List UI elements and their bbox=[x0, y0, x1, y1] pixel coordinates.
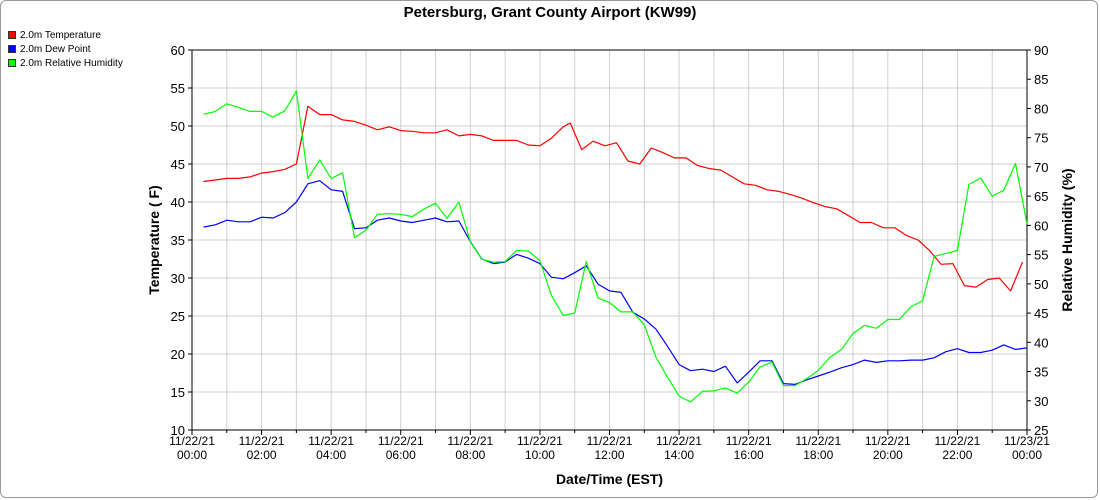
legend-swatch-temperature bbox=[8, 31, 16, 39]
legend-label-relative-humidity: 2.0m Relative Humidity bbox=[20, 57, 123, 69]
right-axis-tick-label: 45 bbox=[1034, 306, 1048, 321]
x-axis-tick-label-time: 12:00 bbox=[594, 448, 624, 462]
right-axis-tick-label: 50 bbox=[1034, 277, 1048, 292]
right-axis-tick-label: 35 bbox=[1034, 365, 1048, 380]
x-axis-tick-label-date: 11/22/21 bbox=[239, 434, 285, 448]
left-axis-tick-label: 20 bbox=[171, 347, 185, 362]
x-axis-tick-label-time: 18:00 bbox=[803, 448, 833, 462]
chart-title: Petersburg, Grant County Airport (KW99) bbox=[403, 4, 697, 21]
x-axis-tick-label-time: 16:00 bbox=[734, 448, 764, 462]
x-axis-tick-label-time: 00:00 bbox=[1012, 448, 1042, 462]
left-axis-tick-label: 55 bbox=[171, 81, 185, 96]
x-axis-tick-label-time: 14:00 bbox=[664, 448, 694, 462]
x-axis-tick-label-date: 11/22/21 bbox=[378, 434, 424, 448]
x-axis-tick-label-time: 02:00 bbox=[247, 448, 277, 462]
right-axis-tick-label: 60 bbox=[1034, 218, 1048, 233]
left-axis-tick-label: 30 bbox=[171, 271, 185, 286]
x-axis-tick-label-date: 11/22/21 bbox=[656, 434, 702, 448]
x-axis-tick-label-date: 11/22/21 bbox=[308, 434, 354, 448]
left-axis-tick-label: 50 bbox=[171, 119, 185, 134]
legend-label-temperature: 2.0m Temperature bbox=[20, 29, 101, 41]
right-axis-tick-label: 40 bbox=[1034, 335, 1048, 350]
x-axis-tick-label-date: 11/22/21 bbox=[795, 434, 841, 448]
legend-swatch-dew-point bbox=[8, 45, 16, 53]
left-axis-tick-label: 15 bbox=[171, 385, 185, 400]
right-axis-tick-label: 65 bbox=[1034, 189, 1048, 204]
x-axis-tick-label-time: 06:00 bbox=[386, 448, 416, 462]
right-axis-tick-label: 70 bbox=[1034, 160, 1048, 175]
x-axis-tick-label-time: 00:00 bbox=[177, 448, 207, 462]
x-axis-tick-label-time: 22:00 bbox=[942, 448, 972, 462]
x-axis-tick-label-date: 11/22/21 bbox=[587, 434, 633, 448]
legend-item-relative-humidity: 2.0m Relative Humidity bbox=[8, 56, 123, 70]
left-axis-tick-label: 60 bbox=[171, 43, 185, 58]
x-axis-tick-label-date: 11/22/21 bbox=[447, 434, 493, 448]
left-axis-tick-label: 45 bbox=[171, 157, 185, 172]
left-axis-tick-label: 40 bbox=[171, 195, 185, 210]
series-line-2-0m-dew-point bbox=[203, 180, 1028, 385]
legend-label-dew-point: 2.0m Dew Point bbox=[20, 43, 91, 55]
x-axis-tick-label-time: 10:00 bbox=[525, 448, 555, 462]
plot-area bbox=[191, 49, 1028, 431]
right-axis-tick-label: 90 bbox=[1034, 43, 1048, 58]
x-axis-tick-label-time: 08:00 bbox=[455, 448, 485, 462]
x-axis-tick-label-date: 11/22/21 bbox=[935, 434, 981, 448]
left-axis-tick-label: 35 bbox=[171, 233, 185, 248]
left-axis-title: Temperature ( F) bbox=[146, 185, 162, 294]
legend-item-dew-point: 2.0m Dew Point bbox=[8, 42, 123, 56]
x-axis-tick-label-date: 11/22/21 bbox=[169, 434, 215, 448]
right-axis-tick-label: 85 bbox=[1034, 72, 1048, 87]
right-axis-tick-label: 80 bbox=[1034, 101, 1048, 116]
legend-swatch-relative-humidity bbox=[8, 59, 16, 67]
legend-item-temperature: 2.0m Temperature bbox=[8, 28, 123, 42]
right-axis-tick-label: 30 bbox=[1034, 394, 1048, 409]
x-axis-tick-label-date: 11/22/21 bbox=[726, 434, 772, 448]
series-line-2-0m-temperature bbox=[203, 105, 1024, 292]
right-axis-tick-label: 55 bbox=[1034, 248, 1048, 263]
right-axis-tick-label: 25 bbox=[1034, 423, 1048, 438]
x-axis-title: Date/Time (EST) bbox=[556, 471, 663, 487]
right-axis-title: Relative Humidity (%) bbox=[1059, 168, 1075, 311]
x-axis-tick-label-time: 20:00 bbox=[873, 448, 903, 462]
series-line-2-0m-relative-humidity bbox=[203, 90, 1028, 403]
x-axis-tick-label-date: 11/23/21 bbox=[1004, 434, 1050, 448]
right-axis-tick-label: 75 bbox=[1034, 131, 1048, 146]
x-axis-tick-label-date: 11/22/21 bbox=[517, 434, 563, 448]
left-axis-tick-label: 10 bbox=[171, 423, 185, 438]
x-axis-tick-label-time: 04:00 bbox=[316, 448, 346, 462]
x-axis-tick-label-date: 11/22/21 bbox=[865, 434, 911, 448]
left-axis-tick-label: 25 bbox=[171, 309, 185, 324]
legend: 2.0m Temperature 2.0m Dew Point 2.0m Rel… bbox=[8, 28, 123, 70]
